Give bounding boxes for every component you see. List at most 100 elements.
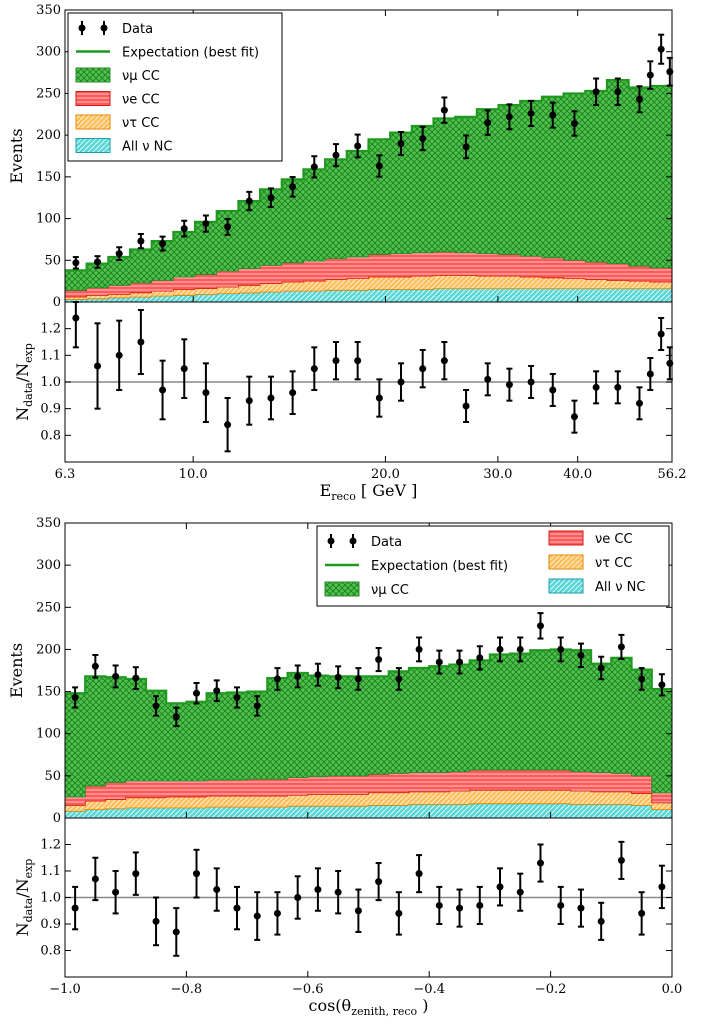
legend-box (67, 12, 283, 162)
data-point (657, 45, 665, 53)
expectation-line (65, 648, 672, 705)
ratio-point (577, 904, 585, 912)
ratio-point (617, 856, 625, 864)
data-point (332, 151, 340, 159)
data-point (549, 111, 557, 119)
xtick-label: 6.3 (55, 467, 76, 482)
data-point (202, 220, 210, 228)
ratio-ytick-label: 1.1 (40, 348, 61, 363)
data-point (658, 681, 666, 689)
data-point (577, 651, 585, 659)
ratio-point (334, 888, 342, 896)
ytick-label: 50 (44, 769, 61, 784)
data-point (180, 225, 188, 233)
ytick-label: 250 (36, 600, 61, 615)
data-point (484, 119, 492, 127)
data-point (415, 645, 423, 653)
ratio-point (224, 421, 232, 429)
ratio-ytick-label: 0.8 (40, 944, 61, 959)
ratio-point (516, 888, 524, 896)
legend-numu-swatch (324, 581, 360, 597)
ratio-point (354, 907, 362, 915)
ratio-point (132, 870, 140, 878)
ratio-point (592, 383, 600, 391)
legend-nc-label: All ν NC (122, 140, 172, 155)
ratio-point (415, 870, 423, 878)
energy-legend: Data Expectation (best fit) νμ CC νe CC ντ C… (67, 12, 283, 162)
xtick-label: −0.4 (413, 982, 445, 997)
ratio-point (159, 386, 167, 394)
x-axis-label: Ereco [ GeV ] (320, 481, 418, 503)
data-point (310, 163, 318, 171)
ratio-point (570, 413, 578, 421)
ratio-point (289, 389, 297, 397)
data-point (462, 143, 470, 151)
data-point (516, 645, 524, 653)
legend-nue-label: νe CC (595, 532, 633, 547)
data-point (505, 113, 513, 121)
data-point (91, 662, 99, 670)
ratio-point (557, 901, 565, 909)
legend-nc-swatch (75, 138, 111, 153)
ratio-point (462, 402, 470, 410)
y-axis-label: Events (7, 643, 26, 698)
ratio-point (638, 909, 646, 917)
legend-box (316, 525, 670, 607)
ratio-point (505, 381, 513, 389)
data-point (314, 671, 322, 679)
ratio-point (496, 883, 504, 891)
legend-nue-label: νe CC (122, 93, 160, 108)
data-point (267, 194, 275, 202)
legend-nutau-swatch (75, 114, 111, 130)
data-point (536, 622, 544, 630)
ratio-point (549, 386, 557, 394)
legend-expectation-label: Expectation (best fit) (371, 559, 508, 574)
ratio-y-axis-label: Ndata/Nexp (13, 859, 35, 937)
ratio-point (354, 357, 362, 365)
ratio-ytick-label: 1.1 (40, 864, 61, 879)
legend-data-label: Data (122, 22, 153, 37)
ratio-point (456, 904, 464, 912)
ratio-ytick-label: 0.9 (40, 402, 61, 417)
data-point (72, 259, 80, 267)
data-point (476, 654, 484, 662)
data-point (440, 106, 448, 114)
ratio-point (476, 901, 484, 909)
zenith-main-plot: 0 50 100 150 200 250 300 350 Events (7, 516, 673, 826)
ratio-ytick-label: 0.9 (40, 917, 61, 932)
energy-ratio-plot: 0.8 0.9 1.0 1.1 1.2 Ndata/Nexp 6.3 10.0 20.0 30.0… (13, 10, 686, 503)
y-axis-label: Events (7, 128, 26, 183)
ratio-ytick-label: 1.0 (40, 375, 61, 390)
ratio-point (440, 357, 448, 365)
data-point (334, 673, 342, 681)
legend-nutau-label: ντ CC (122, 116, 159, 131)
ratio-point (658, 883, 666, 891)
data-point (112, 672, 120, 680)
data-point (638, 675, 646, 683)
ratio-ytick-label: 1.0 (40, 891, 61, 906)
data-point (245, 197, 253, 205)
ratio-point (71, 904, 79, 912)
xtick-label: −0.6 (292, 982, 324, 997)
ytick-label: 50 (44, 253, 61, 268)
legend-nue-swatch (75, 91, 111, 106)
data-point (213, 687, 221, 695)
ratio-point (375, 878, 383, 886)
ytick-label: 150 (36, 685, 61, 700)
legend-data-marker (78, 24, 86, 32)
ratio-point (193, 870, 201, 878)
data-point (115, 250, 123, 258)
xtick-label: 40.0 (563, 467, 592, 482)
ratio-point (646, 370, 654, 378)
ratio-ytick-label: 0.8 (40, 428, 61, 443)
data-point (354, 675, 362, 683)
ytick-label: 250 (36, 86, 61, 101)
legend-data-marker (349, 537, 357, 545)
legend-nc-label: All ν NC (595, 580, 645, 595)
data-point (597, 664, 605, 672)
xtick-label: 0.0 (662, 982, 683, 997)
ratio-point (597, 917, 605, 925)
data-point (617, 643, 625, 651)
ratio-point (527, 378, 535, 386)
